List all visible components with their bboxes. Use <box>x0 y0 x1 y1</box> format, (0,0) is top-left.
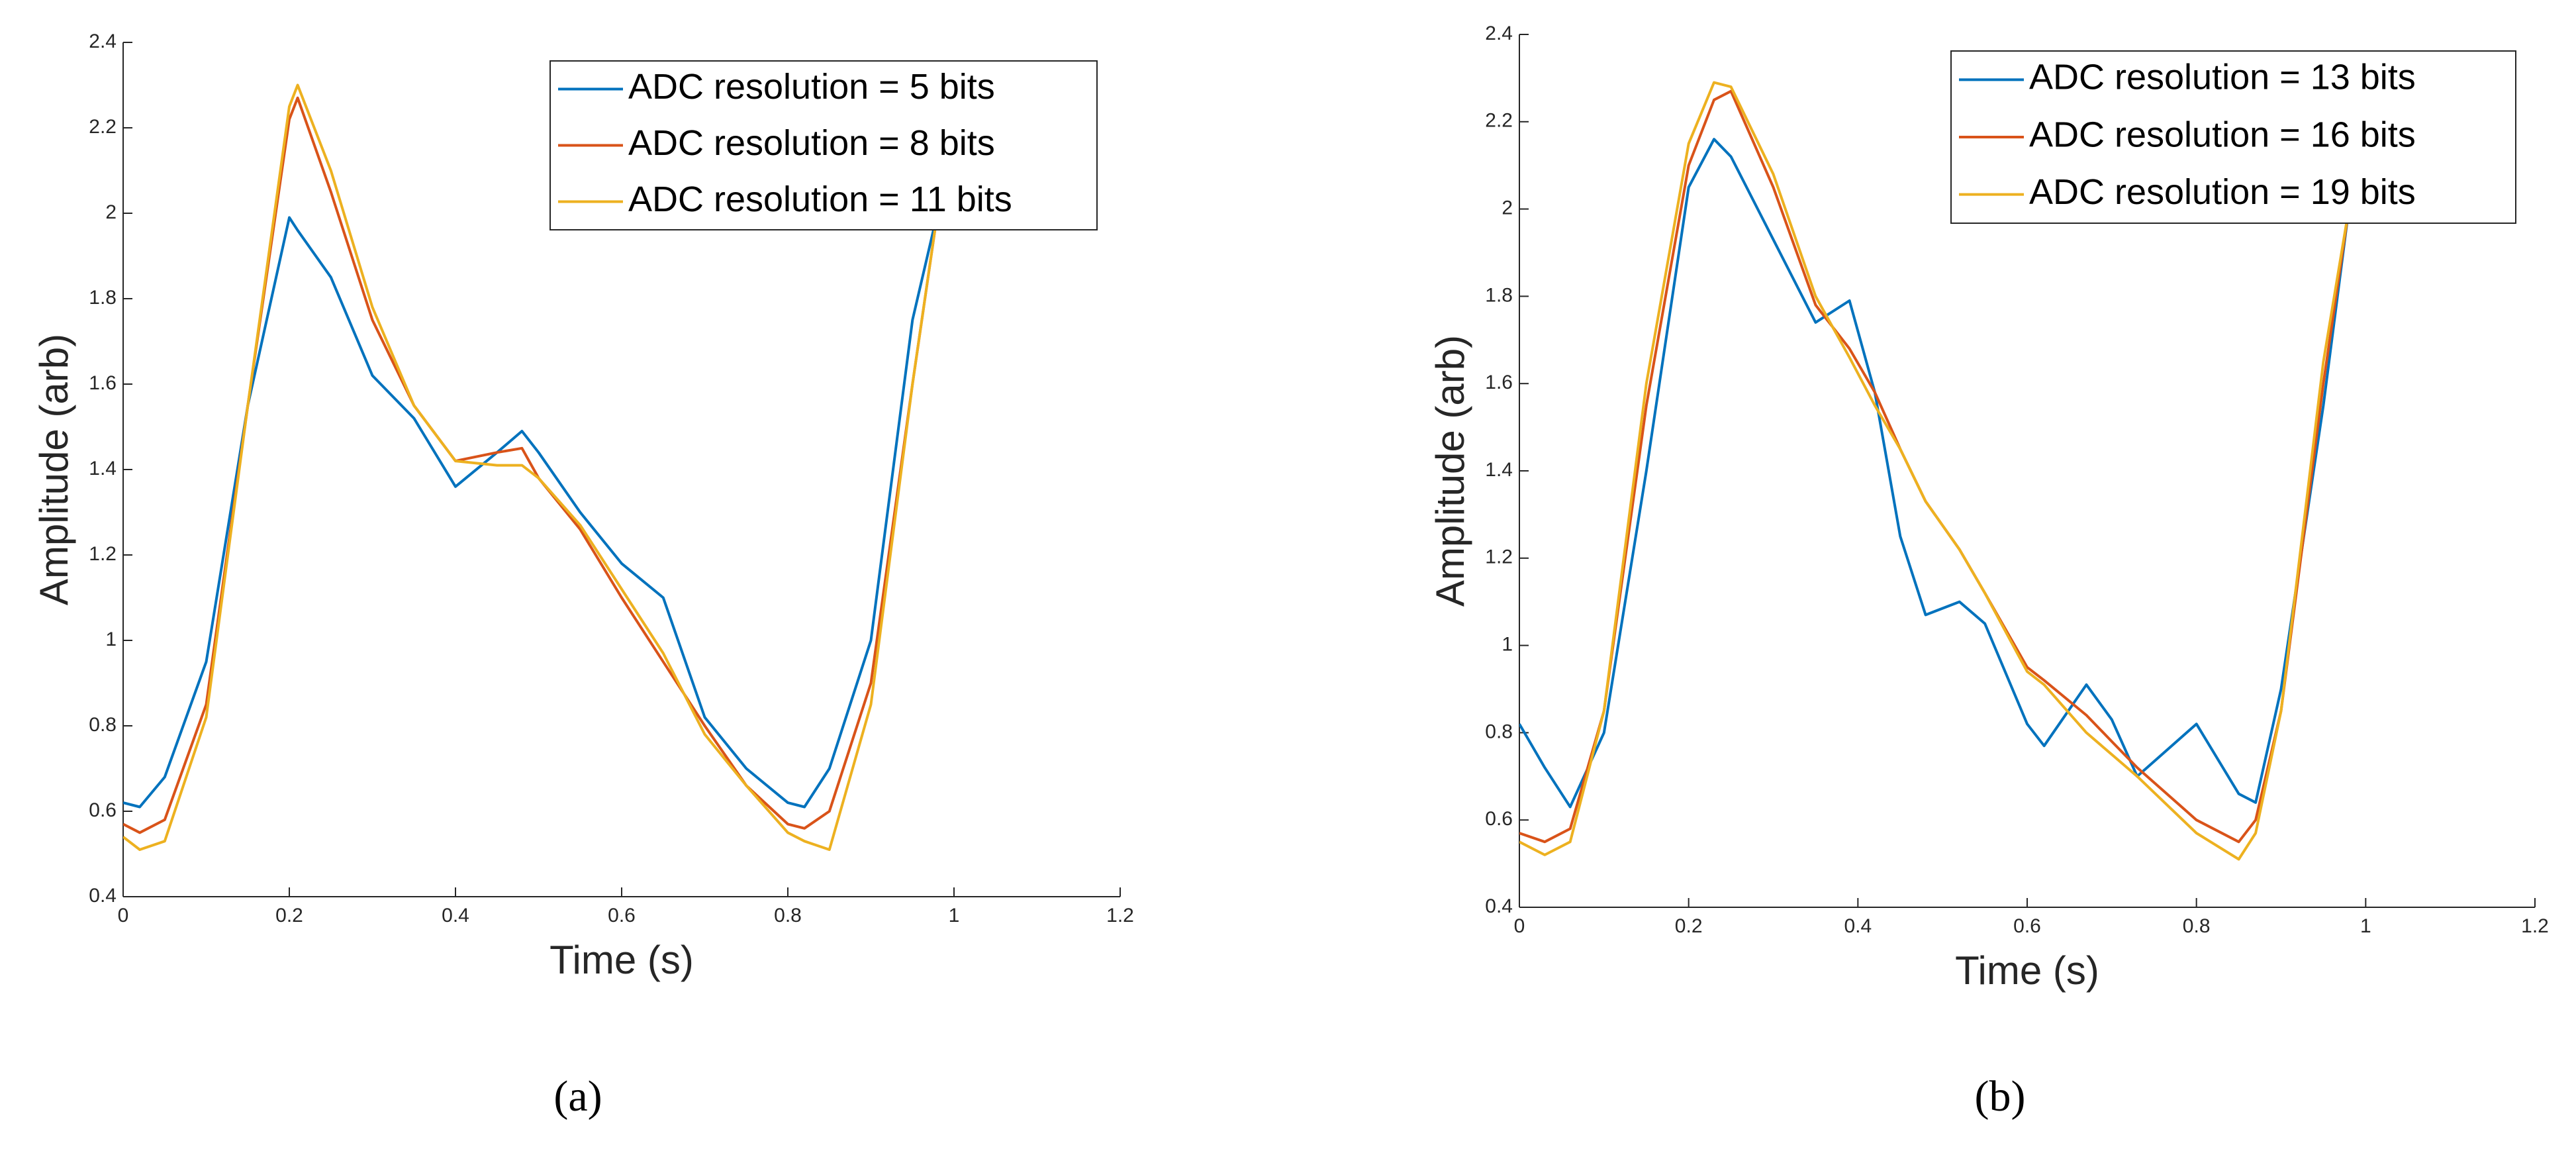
series-line <box>1519 138 2350 809</box>
legend-label: ADC resolution = 8 bits <box>628 123 995 163</box>
y-tick-label: 1.4 <box>1485 459 1513 481</box>
x-tick-label: 0.2 <box>1675 915 1703 937</box>
y-tick-label: 1.2 <box>1485 546 1513 568</box>
y-tick-label: 2.4 <box>1485 23 1513 44</box>
y-tick-label: 1 <box>105 628 117 650</box>
chart: 0.4 0.6 0.8 1 1.2 1.4 1.6 1.8 2 2.2 2.4 0 0.2 0.4 0.6 0… <box>1428 23 2549 1121</box>
legend-label: ADC resolution = 19 bits <box>2029 172 2416 212</box>
x-tick-label: 0 <box>118 905 129 926</box>
x-tick-label: 0.4 <box>1844 915 1872 937</box>
x-tick-label: 1 <box>2360 915 2371 937</box>
x-tick-label: 0.6 <box>608 905 636 926</box>
x-tick-label: 0.8 <box>2183 915 2211 937</box>
y-tick-label: 1.8 <box>89 287 117 309</box>
y-tick-label: 0.8 <box>1485 721 1513 742</box>
x-tick-label: 0.4 <box>442 905 469 926</box>
y-tick-label: 0.4 <box>1485 895 1513 917</box>
y-tick-label: 0.6 <box>1485 808 1513 830</box>
y-tick-label: 1.6 <box>89 372 117 394</box>
caption: (b) <box>1975 1072 2026 1121</box>
x-tick-label: 0.6 <box>2013 915 2041 937</box>
legend-box <box>549 60 1098 230</box>
caption: (a) <box>553 1072 602 1121</box>
y-tick-label: 2.2 <box>89 116 117 138</box>
x-axis-label: Time (s) <box>1955 948 2099 993</box>
x-tick-label: 1 <box>949 905 960 926</box>
legend-label: ADC resolution = 11 bits <box>628 179 1012 219</box>
legend-box <box>1950 50 2516 224</box>
y-tick-label: 1 <box>1502 634 1513 656</box>
legend-label: ADC resolution = 16 bits <box>2029 115 2416 154</box>
series-line <box>123 83 939 851</box>
y-tick-label: 2 <box>105 201 117 223</box>
y-tick-label: 1.2 <box>89 543 117 565</box>
legend-label: ADC resolution = 5 bits <box>628 67 995 107</box>
y-tick-label: 0.8 <box>89 714 117 736</box>
series-line <box>123 213 939 809</box>
y-tick-label: 1.6 <box>1485 372 1513 393</box>
x-tick-label: 1.2 <box>1106 905 1134 926</box>
series-line <box>1519 81 2350 861</box>
legend-label: ADC resolution = 13 bits <box>2029 58 2416 97</box>
x-tick-label: 1.2 <box>2521 915 2549 937</box>
y-tick-label: 0.6 <box>89 799 117 821</box>
y-tick-label: 1.8 <box>1485 284 1513 306</box>
plot-lines <box>123 83 939 851</box>
x-tick-label: 0 <box>1514 915 1525 937</box>
chart: 0.4 0.6 0.8 1 1.2 1.4 1.6 1.8 2 2.2 2.4 0 0.2 0.4 0.6 0… <box>32 30 1134 1121</box>
y-axis-label: Amplitude (arb) <box>32 334 76 605</box>
y-tick-label: 1.4 <box>89 458 117 479</box>
y-axis-label: Amplitude (arb) <box>1428 335 1472 607</box>
y-tick-label: 2 <box>1502 197 1513 219</box>
x-axis-label: Time (s) <box>549 938 694 982</box>
x-tick-label: 0.8 <box>774 905 802 926</box>
y-tick-label: 0.4 <box>89 885 117 907</box>
y-tick-label: 2.4 <box>89 30 117 52</box>
y-tick-label: 2.2 <box>1485 110 1513 132</box>
plot-lines <box>1519 81 2350 861</box>
x-tick-label: 0.2 <box>275 905 303 926</box>
